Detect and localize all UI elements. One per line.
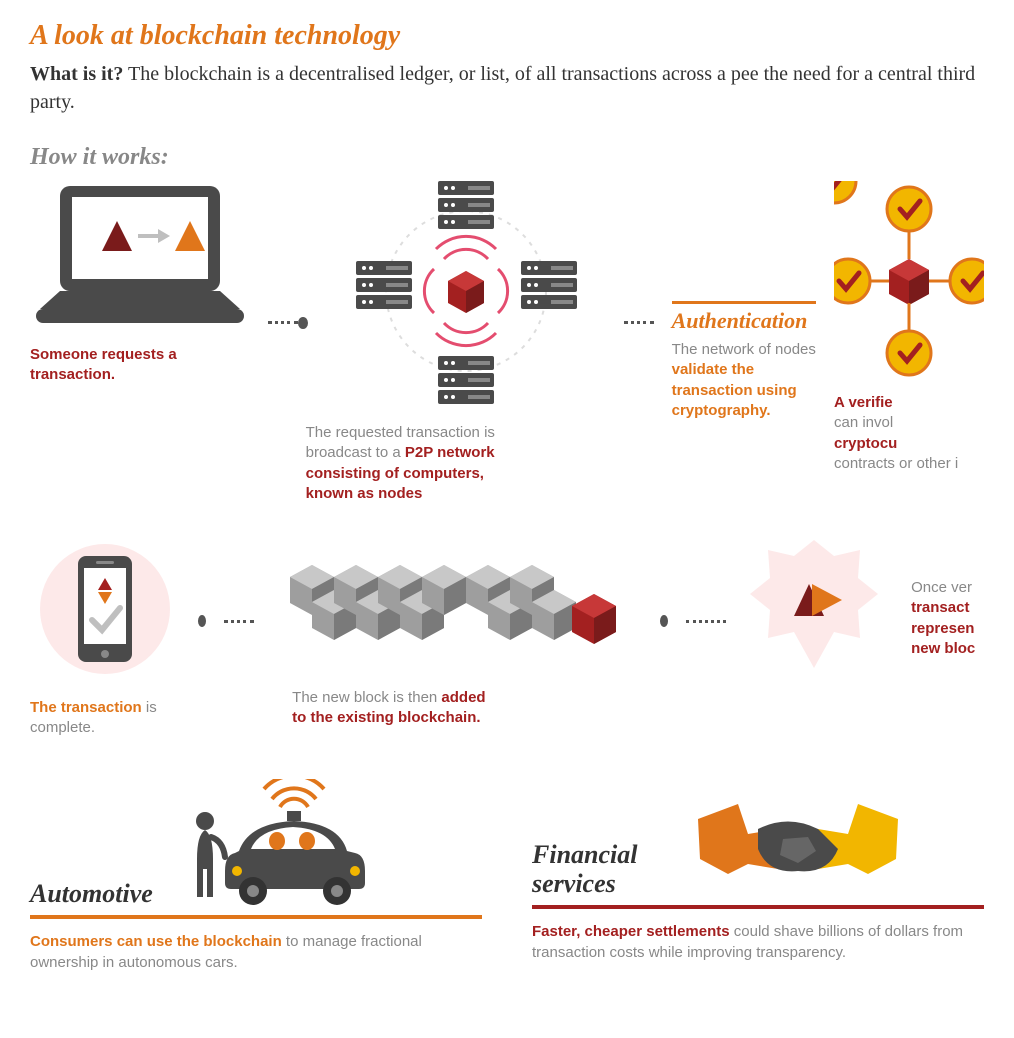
complete-em: The transaction: [30, 699, 142, 716]
how-it-works-label: How it works:: [30, 144, 984, 171]
automotive-lead: Consumers can use the blockchain: [30, 933, 282, 950]
blockchain-icon: [272, 534, 642, 674]
usecase-financial: Financial services Faster, cheaper settl…: [532, 779, 984, 973]
once-em1: transact: [911, 599, 969, 616]
verified-line3: cryptocu: [834, 435, 897, 452]
automotive-rule: [30, 915, 482, 919]
starburst-icon: [744, 534, 884, 674]
once-em3: new bloc: [911, 640, 975, 657]
complete-caption: The transaction is complete.: [30, 698, 180, 739]
intro-text: What is it? The blockchain is a decentra…: [30, 60, 984, 116]
step-auth: Authentication The network of nodes vali…: [672, 291, 816, 421]
auth-em: validate the transaction using cryptogra…: [672, 361, 797, 419]
flow-row-1: Someone requests a transaction.: [30, 181, 984, 504]
automotive-title: Automotive: [30, 880, 153, 909]
flow-dot: [660, 615, 668, 627]
step-block-created: [744, 534, 884, 674]
verified-line2: can invol: [834, 414, 893, 431]
step-added: The new block is then added to the exist…: [272, 534, 642, 729]
financial-body: Faster, cheaper settlements could shave …: [532, 921, 984, 963]
financial-lead: Faster, cheaper settlements: [532, 923, 730, 940]
block-created-caption: Once ver transact represen new bloc: [911, 578, 975, 659]
automotive-body: Consumers can use the blockchain to mana…: [30, 931, 482, 973]
intro-lead: What is it?: [30, 63, 123, 85]
financial-rule: [532, 905, 984, 909]
network-icon: [326, 181, 606, 411]
auth-caption: The network of nodes validate the transa…: [672, 340, 816, 421]
intro-body: The blockchain is a decentralised ledger…: [30, 63, 975, 113]
step-broadcast: The requested transaction is broadcast t…: [326, 181, 606, 504]
handshake-icon: [688, 779, 908, 899]
usecase-automotive: Automotive: [30, 779, 482, 973]
validation-icon: [834, 181, 984, 381]
car-icon: [169, 779, 369, 909]
added-gray: The new block is then: [292, 689, 441, 706]
step-verified: A verifie can invol cryptocu contracts o…: [834, 181, 984, 474]
request-caption: Someone requests a transaction.: [30, 345, 230, 386]
flow-connector: [268, 321, 298, 324]
once-em2: represen: [911, 620, 974, 637]
flow-dot: [198, 615, 206, 627]
financial-title: Financial services: [532, 841, 672, 898]
phone-icon: [30, 534, 180, 684]
block-created-caption-wrap: Once ver transact represen new bloc: [902, 564, 984, 659]
flow-row-2: The transaction is complete.: [30, 534, 984, 739]
verified-line4: contracts or other i: [834, 455, 958, 472]
step-complete: The transaction is complete.: [30, 534, 180, 739]
auth-title: Authentication: [672, 301, 816, 334]
flow-dot: [298, 317, 308, 329]
verified-line1: A verifie: [834, 394, 893, 411]
verified-caption: A verifie can invol cryptocu contracts o…: [834, 393, 958, 474]
usecases-row: Automotive: [30, 779, 984, 973]
added-caption: The new block is then added to the exist…: [292, 688, 492, 729]
once-gray: Once ver: [911, 579, 972, 596]
request-text: Someone requests a transaction.: [30, 346, 177, 383]
broadcast-caption: The requested transaction is broadcast t…: [306, 423, 506, 504]
auth-gray: The network of nodes: [672, 341, 816, 358]
step-request: Someone requests a transaction.: [30, 181, 250, 386]
flow-connector: [624, 321, 654, 324]
laptop-icon: [30, 181, 250, 331]
page-title: A look at blockchain technology: [30, 20, 984, 52]
flow-connector: [686, 620, 726, 623]
flow-connector: [224, 620, 254, 623]
